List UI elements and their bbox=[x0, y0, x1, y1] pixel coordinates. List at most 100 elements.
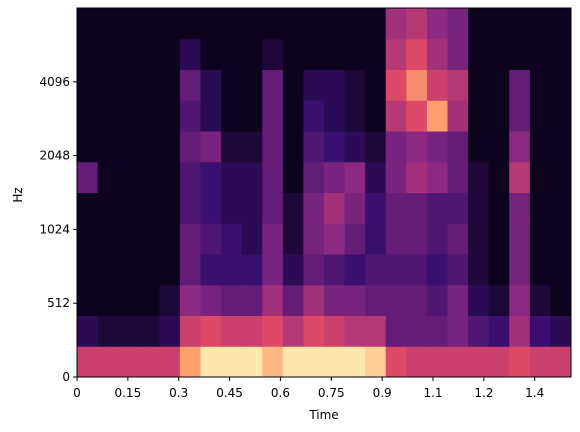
heatmap-cell bbox=[97, 161, 119, 193]
heatmap-cell bbox=[344, 284, 366, 316]
heatmap-cell bbox=[138, 131, 160, 163]
heatmap-cell bbox=[550, 69, 572, 101]
heatmap-cell bbox=[324, 346, 346, 378]
heatmap-cell bbox=[529, 192, 551, 224]
heatmap-cell bbox=[138, 161, 160, 193]
heatmap-cell bbox=[159, 8, 181, 40]
heatmap-cell bbox=[550, 315, 572, 347]
heatmap-cell bbox=[488, 38, 510, 70]
x-tick-label: 0.75 bbox=[318, 386, 345, 400]
heatmap-cell bbox=[324, 131, 346, 163]
heatmap-cell bbox=[118, 100, 140, 132]
heatmap-cell bbox=[550, 192, 572, 224]
heatmap-cell bbox=[447, 284, 469, 316]
heatmap-cell bbox=[324, 8, 346, 40]
y-tick-label: 2048 bbox=[39, 149, 70, 163]
heatmap-cell bbox=[529, 161, 551, 193]
heatmap-cell bbox=[303, 223, 325, 255]
heatmap-cell bbox=[262, 284, 284, 316]
heatmap-cell bbox=[468, 131, 490, 163]
heatmap-cell bbox=[426, 8, 448, 40]
heatmap-cell bbox=[241, 254, 263, 286]
heatmap-cell bbox=[509, 192, 531, 224]
heatmap-cell bbox=[118, 131, 140, 163]
heatmap-cell bbox=[447, 161, 469, 193]
heatmap-cell bbox=[468, 223, 490, 255]
heatmap-cell bbox=[97, 192, 119, 224]
heatmap-cell bbox=[529, 131, 551, 163]
heatmap-cell bbox=[385, 161, 407, 193]
heatmap-cell bbox=[138, 192, 160, 224]
heatmap-cell bbox=[324, 100, 346, 132]
heatmap-cell bbox=[488, 284, 510, 316]
heatmap-cell bbox=[529, 315, 551, 347]
heatmap-cell bbox=[303, 131, 325, 163]
heatmap-cell bbox=[468, 315, 490, 347]
heatmap-cell bbox=[179, 8, 201, 40]
x-axis-label: Time bbox=[308, 408, 338, 422]
heatmap-cell bbox=[324, 254, 346, 286]
heatmap-cell bbox=[447, 254, 469, 286]
y-axis-label: Hz bbox=[11, 187, 25, 202]
heatmap-cell bbox=[488, 192, 510, 224]
heatmap-cell bbox=[138, 8, 160, 40]
heatmap-cell bbox=[344, 192, 366, 224]
heatmap-cell bbox=[262, 100, 284, 132]
heatmap-cell bbox=[385, 131, 407, 163]
x-tick-label: 0.3 bbox=[169, 386, 188, 400]
heatmap-cell bbox=[77, 69, 99, 101]
y-tick-label: 0 bbox=[62, 370, 70, 384]
heatmap-cell bbox=[77, 254, 99, 286]
heatmap-cell bbox=[488, 100, 510, 132]
heatmap-cell bbox=[303, 38, 325, 70]
heatmap-cell bbox=[406, 161, 428, 193]
heatmap-cell bbox=[97, 38, 119, 70]
heatmap-cell bbox=[221, 131, 243, 163]
heatmap-cell bbox=[179, 192, 201, 224]
heatmap-cell bbox=[200, 38, 222, 70]
heatmap-cell bbox=[159, 284, 181, 316]
heatmap-cell bbox=[303, 284, 325, 316]
y-tick-label: 512 bbox=[47, 296, 70, 310]
heatmap-cell bbox=[282, 8, 304, 40]
heatmap-cell bbox=[447, 192, 469, 224]
heatmap-cell bbox=[179, 346, 201, 378]
heatmap-cell bbox=[262, 38, 284, 70]
heatmap-cell bbox=[97, 100, 119, 132]
heatmap-cell bbox=[529, 346, 551, 378]
heatmap-cell bbox=[509, 284, 531, 316]
y-tick-label: 4096 bbox=[39, 75, 70, 89]
x-tick-label: 1.2 bbox=[474, 386, 493, 400]
x-tick-label: 1.1 bbox=[423, 386, 442, 400]
heatmap-cell bbox=[426, 131, 448, 163]
heatmap-cell bbox=[118, 192, 140, 224]
heatmap-cell bbox=[118, 38, 140, 70]
heatmap-cell bbox=[447, 223, 469, 255]
heatmap-cell bbox=[221, 192, 243, 224]
heatmap-cell bbox=[385, 284, 407, 316]
heatmap-cell bbox=[159, 315, 181, 347]
heatmap-cell bbox=[138, 315, 160, 347]
heatmap-cell bbox=[282, 161, 304, 193]
heatmap-cell bbox=[179, 38, 201, 70]
heatmap-cell bbox=[324, 161, 346, 193]
heatmap-cell bbox=[282, 69, 304, 101]
heatmap-cell bbox=[262, 161, 284, 193]
heatmap-cell bbox=[241, 315, 263, 347]
heatmap-cell bbox=[179, 69, 201, 101]
heatmap-cell bbox=[241, 223, 263, 255]
heatmap-cell bbox=[97, 254, 119, 286]
heatmap-cell bbox=[179, 284, 201, 316]
heatmap-cell bbox=[344, 38, 366, 70]
heatmap-cell bbox=[447, 131, 469, 163]
heatmap-cell bbox=[550, 161, 572, 193]
heatmap-cell bbox=[324, 192, 346, 224]
heatmap-cell bbox=[509, 254, 531, 286]
heatmap-cell bbox=[344, 131, 366, 163]
heatmap-cell bbox=[77, 100, 99, 132]
heatmap-cell bbox=[262, 131, 284, 163]
heatmap-cell bbox=[468, 8, 490, 40]
heatmap-cell bbox=[447, 38, 469, 70]
heatmap-cell bbox=[282, 284, 304, 316]
heatmap-cell bbox=[97, 69, 119, 101]
